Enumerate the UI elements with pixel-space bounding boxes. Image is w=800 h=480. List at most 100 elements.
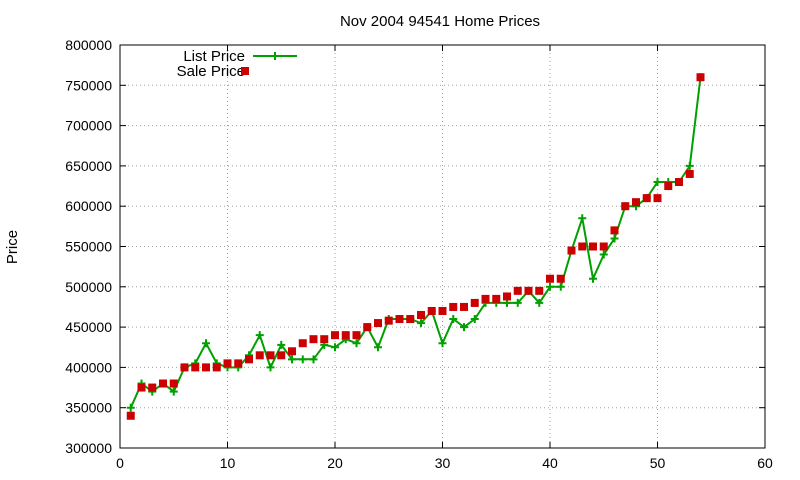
sale-price-point — [685, 169, 694, 178]
list-price-point — [352, 339, 361, 348]
sale-price-point — [320, 335, 329, 344]
legend: List Price Sale Price — [177, 48, 297, 80]
list-price-point — [685, 161, 694, 170]
sale-price-point — [234, 359, 243, 368]
sale-price-point — [309, 335, 318, 344]
legend-label-list-price: List Price — [183, 48, 245, 65]
sale-price-point — [460, 302, 468, 311]
list-price-point — [266, 363, 275, 372]
sale-price-point — [180, 363, 189, 372]
sale-price-point — [298, 339, 307, 348]
y-tick-label: 300000 — [65, 440, 112, 456]
list-price-point — [309, 355, 318, 364]
sale-price-point — [610, 226, 619, 235]
list-price-point — [513, 298, 522, 307]
sale-price-point — [169, 379, 178, 388]
list-price-point — [277, 340, 286, 349]
legend-swatch-list-price-marker — [271, 52, 279, 60]
sale-price-point — [438, 306, 447, 315]
sale-price-point — [191, 363, 200, 372]
list-price-point — [374, 343, 382, 352]
sale-price-point — [481, 294, 490, 303]
y-tick-label: 750000 — [65, 77, 112, 93]
sale-price-point — [202, 363, 210, 372]
list-price-point — [589, 274, 597, 283]
list-price-point — [438, 339, 447, 348]
sale-price-point — [427, 306, 436, 315]
list-price-point — [535, 298, 544, 307]
legend-swatch-sale-price — [241, 67, 249, 75]
y-tick-label: 500000 — [65, 279, 112, 295]
sale-price-point — [449, 302, 458, 311]
sale-price-point — [126, 411, 135, 420]
sale-price-point — [363, 323, 372, 332]
chart-title: Nov 2004 94541 Home Prices — [340, 13, 540, 30]
y-tick-label: 350000 — [65, 400, 112, 416]
list-price-point — [126, 403, 135, 412]
sale-price-point — [159, 379, 167, 388]
sale-price-point — [664, 182, 673, 191]
x-tick-label: 0 — [116, 455, 124, 471]
sale-price-point — [255, 351, 264, 360]
y-tick-label: 400000 — [65, 359, 112, 375]
list-price-point — [288, 355, 296, 364]
list-price-point — [460, 323, 468, 332]
y-tick-label: 600000 — [65, 198, 112, 214]
sale-price-point — [642, 194, 651, 203]
y-tick-label: 450000 — [65, 319, 112, 335]
sale-price-point — [384, 316, 393, 325]
x-tick-label: 50 — [650, 455, 666, 471]
sale-price-point — [277, 351, 286, 360]
list-price-point — [546, 282, 554, 291]
y-tick-label: 800000 — [65, 37, 112, 53]
sale-price-point — [223, 359, 232, 368]
x-tick-label: 10 — [220, 455, 236, 471]
sale-price-point — [417, 311, 425, 320]
list-price-point — [653, 178, 662, 187]
x-tick-label: 20 — [327, 455, 343, 471]
axes: 300000 350000 400000 450000 500000 550000 6000… — [65, 37, 773, 471]
sale-price-point — [266, 351, 275, 360]
list-price-point — [169, 387, 178, 396]
x-tick-label: 60 — [757, 455, 773, 471]
sale-price-point — [374, 319, 382, 328]
series-sale-price — [126, 73, 705, 420]
list-price-point — [298, 355, 307, 364]
sale-price-point — [137, 383, 146, 392]
list-price-point — [449, 315, 458, 324]
sale-price-point — [589, 242, 597, 251]
sale-price-point — [599, 242, 608, 251]
x-tick-label: 40 — [542, 455, 558, 471]
sale-price-point — [406, 315, 415, 324]
legend-label-sale-price: Sale Price — [177, 63, 245, 80]
sale-price-point — [341, 331, 350, 340]
list-price-point — [331, 343, 339, 352]
sale-price-point — [578, 242, 587, 251]
sale-price-point — [546, 274, 554, 283]
list-price-point — [578, 214, 587, 223]
y-tick-label: 550000 — [65, 239, 112, 255]
sale-price-point — [632, 198, 640, 207]
sale-price-point — [245, 355, 253, 364]
y-axis-label: Price — [4, 230, 21, 264]
sale-price-point — [395, 315, 404, 324]
list-price-point — [202, 339, 210, 348]
series-layer — [126, 73, 705, 420]
list-price-point — [470, 315, 479, 324]
y-tick-label: 700000 — [65, 118, 112, 134]
sale-price-point — [212, 363, 221, 372]
sale-price-point — [331, 331, 339, 340]
sale-price-point — [524, 286, 533, 295]
list-price-point — [599, 250, 608, 259]
sale-price-point — [675, 178, 683, 187]
sale-price-point — [492, 294, 501, 303]
sale-price-point — [556, 274, 565, 283]
sale-price-point — [513, 286, 522, 295]
list-price-point — [255, 331, 264, 340]
sale-price-point — [567, 246, 576, 255]
sale-price-point — [696, 73, 705, 82]
x-tick-label: 30 — [435, 455, 451, 471]
sale-price-point — [653, 194, 662, 203]
